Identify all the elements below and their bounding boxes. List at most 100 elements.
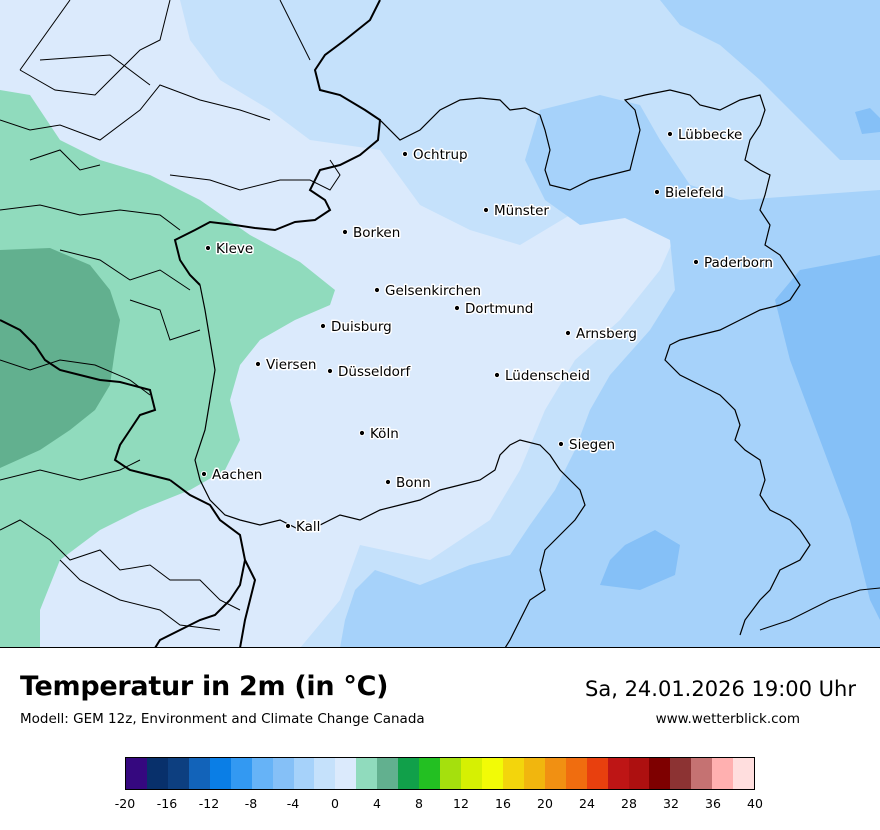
temp-field-coldest-e bbox=[775, 255, 880, 620]
legend-tick-label: 28 bbox=[621, 796, 637, 811]
city-marker bbox=[666, 130, 674, 138]
legend-swatch bbox=[628, 758, 650, 789]
city-marker bbox=[204, 244, 212, 252]
legend-swatch bbox=[502, 758, 524, 789]
temp-field-mild bbox=[0, 90, 335, 647]
legend-swatch bbox=[523, 758, 545, 789]
city-label: Gelsenkirchen bbox=[385, 283, 481, 299]
city-marker bbox=[401, 150, 409, 158]
legend-swatch bbox=[167, 758, 189, 789]
temperature-legend-bar bbox=[125, 757, 755, 790]
city-label: Düsseldorf bbox=[338, 364, 411, 380]
city-label: Viersen bbox=[266, 357, 316, 373]
legend-swatch bbox=[230, 758, 252, 789]
city-marker bbox=[358, 429, 366, 437]
legend-tick-label: -20 bbox=[114, 796, 136, 811]
city-label: Bielefeld bbox=[665, 185, 724, 201]
legend-swatch bbox=[356, 758, 378, 789]
city-marker bbox=[254, 360, 262, 368]
city-label: Münster bbox=[494, 203, 549, 219]
city-label: Kleve bbox=[216, 241, 253, 257]
city-marker bbox=[384, 478, 392, 486]
legend-tick-label: -16 bbox=[156, 796, 178, 811]
city-marker bbox=[557, 440, 565, 448]
city-marker bbox=[326, 367, 334, 375]
legend-swatch bbox=[251, 758, 273, 789]
city-label: Duisburg bbox=[331, 319, 392, 335]
legend-swatch bbox=[126, 758, 147, 789]
legend-swatch bbox=[314, 758, 336, 789]
city-marker bbox=[482, 206, 490, 214]
legend-tick-label: 32 bbox=[663, 796, 679, 811]
legend-swatch bbox=[272, 758, 294, 789]
temperature-legend-ticks: -20 -16 -12 -8 -4 0 4 8 12 16 20 24 28 32 36 40 bbox=[0, 796, 880, 816]
legend-tick-label: 36 bbox=[705, 796, 721, 811]
legend-swatch bbox=[398, 758, 420, 789]
city-label: Kall bbox=[296, 519, 320, 535]
legend-tick-label: -8 bbox=[244, 796, 258, 811]
temp-field-coldest-ne bbox=[855, 108, 880, 134]
map-title: Temperatur in 2m (in °C) bbox=[20, 671, 389, 702]
legend-tick-label: 12 bbox=[453, 796, 469, 811]
country-borders bbox=[0, 0, 382, 647]
city-marker bbox=[284, 522, 292, 530]
legend-swatch bbox=[544, 758, 566, 789]
city-markers: Lübbecke Ochtrup Bielefeld Münster Borken Kle… bbox=[200, 126, 774, 537]
city-marker bbox=[653, 188, 661, 196]
city-label: Bonn bbox=[396, 475, 431, 491]
city-marker bbox=[341, 228, 349, 236]
legend-swatch bbox=[461, 758, 482, 789]
model-source: Modell: GEM 12z, Environment and Climate… bbox=[20, 711, 425, 727]
city-label: Köln bbox=[370, 426, 399, 442]
legend-tick-label: -4 bbox=[286, 796, 300, 811]
legend-tick-label: 24 bbox=[579, 796, 595, 811]
legend-tick-label: 8 bbox=[415, 796, 423, 811]
legend-swatch bbox=[335, 758, 357, 789]
legend-swatch bbox=[377, 758, 399, 789]
city-label: Dortmund bbox=[465, 301, 533, 317]
city-label: Ochtrup bbox=[413, 147, 468, 163]
website-link[interactable]: www.wetterblick.com bbox=[655, 711, 800, 727]
city-marker bbox=[493, 371, 501, 379]
city-marker bbox=[453, 304, 461, 312]
legend-swatch bbox=[712, 758, 734, 789]
city-label: Lübbecke bbox=[678, 127, 742, 143]
legend-tick-label: -12 bbox=[198, 796, 220, 811]
nrw-border bbox=[194, 89, 811, 647]
legend-tick-label: 0 bbox=[331, 796, 339, 811]
legend-swatch bbox=[481, 758, 503, 789]
legend-swatch bbox=[209, 758, 231, 789]
city-marker bbox=[692, 258, 700, 266]
city-marker bbox=[373, 286, 381, 294]
legend-swatch bbox=[419, 758, 441, 789]
city-marker bbox=[200, 470, 208, 478]
temp-field-coldest-s bbox=[600, 530, 680, 590]
city-label: Arnsberg bbox=[576, 326, 637, 342]
legend-tick-label: 16 bbox=[495, 796, 511, 811]
temperature-map[interactable]: Lübbecke Ochtrup Bielefeld Münster Borken Kle… bbox=[0, 0, 880, 648]
legend-swatch bbox=[691, 758, 713, 789]
legend-swatch bbox=[607, 758, 629, 789]
legend-tick-label: 20 bbox=[537, 796, 553, 811]
city-label: Borken bbox=[353, 225, 400, 241]
city-label: Aachen bbox=[212, 467, 262, 483]
temp-field-colder bbox=[340, 95, 880, 647]
legend-swatch bbox=[565, 758, 587, 789]
legend-swatch bbox=[733, 758, 755, 789]
legend-swatch bbox=[440, 758, 461, 789]
legend-swatch bbox=[146, 758, 168, 789]
legend-swatch bbox=[188, 758, 210, 789]
state-borders bbox=[0, 0, 880, 631]
legend-tick-label: 40 bbox=[747, 796, 763, 811]
temp-field-colder-ne bbox=[660, 0, 880, 160]
city-marker bbox=[319, 322, 327, 330]
legend-swatch bbox=[649, 758, 671, 789]
temp-field-warm bbox=[0, 248, 120, 468]
legend-swatch bbox=[586, 758, 608, 789]
city-label: Paderborn bbox=[704, 255, 773, 271]
city-marker bbox=[564, 329, 572, 337]
legend-swatch bbox=[670, 758, 692, 789]
legend-swatch bbox=[293, 758, 315, 789]
forecast-datetime: Sa, 24.01.2026 19:00 Uhr bbox=[585, 677, 856, 701]
legend-tick-label: 4 bbox=[373, 796, 381, 811]
